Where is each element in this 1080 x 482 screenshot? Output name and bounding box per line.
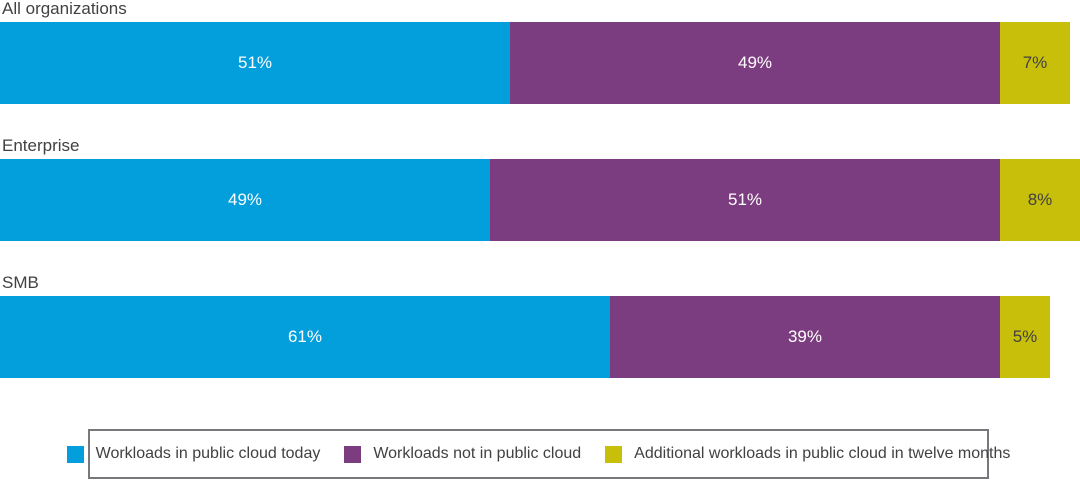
legend-item-public-cloud-today: Workloads in public cloud today [66, 445, 321, 463]
bar-segment-public-cloud-today: 49% [0, 159, 490, 241]
segment-value-label: 7% [1022, 53, 1048, 72]
category-label: SMB [2, 273, 39, 292]
legend-swatch-purple-icon [344, 445, 362, 463]
bar-row: 49% 51% 8% [0, 159, 1080, 241]
legend-swatch-blue-icon [66, 445, 84, 463]
segment-value-label: 39% [787, 327, 822, 346]
bar-segment-additional-workloads: 5% [999, 296, 1050, 378]
bar-group-smb: SMB 61% 39% 5% [0, 274, 1080, 378]
bar-segment-not-in-public-cloud: 39% [609, 296, 1000, 378]
bar-row: 51% 49% 7% [0, 22, 1080, 104]
stacked-bar-chart: All organizations 51% 49% 7% Enterprise … [0, 0, 1080, 378]
segment-value-label: 61% [287, 327, 322, 346]
legend-item-not-in-public-cloud: Workloads not in public cloud [344, 445, 581, 463]
bar-group-all-organizations: All organizations 51% 49% 7% [0, 0, 1080, 104]
segment-value-label: 49% [737, 53, 773, 72]
bar-row: 61% 39% 5% [0, 296, 1080, 378]
bar-segment-not-in-public-cloud: 51% [490, 159, 1000, 241]
segment-value-label: 8% [1027, 190, 1053, 209]
legend-label: Workloads in public cloud today [95, 445, 321, 462]
category-label: All organizations [2, 0, 127, 18]
legend: Workloads in public cloud today Workload… [66, 429, 1010, 479]
segment-value-label: 5% [1012, 327, 1038, 346]
segment-value-label: 49% [227, 190, 263, 209]
legend-label: Workloads not in public cloud [373, 445, 582, 462]
category-label: Enterprise [2, 136, 80, 155]
segment-value-label: 51% [727, 190, 763, 209]
legend-swatch-yellow-icon [605, 445, 623, 463]
bar-segment-not-in-public-cloud: 49% [510, 22, 1000, 104]
bar-segment-additional-workloads: 7% [1000, 22, 1070, 104]
bar-segment-public-cloud-today: 51% [0, 22, 510, 104]
legend-item-additional-workloads: Additional workloads in public cloud in … [605, 445, 1010, 463]
bar-group-enterprise: Enterprise 49% 51% 8% [0, 137, 1080, 241]
bar-segment-public-cloud-today: 61% [0, 296, 610, 378]
legend-label: Additional workloads in public cloud in … [634, 445, 1011, 462]
segment-value-label: 51% [237, 53, 273, 72]
bar-segment-additional-workloads: 8% [1000, 159, 1080, 241]
